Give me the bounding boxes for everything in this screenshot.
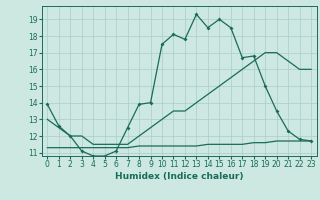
X-axis label: Humidex (Indice chaleur): Humidex (Indice chaleur) bbox=[115, 172, 244, 181]
